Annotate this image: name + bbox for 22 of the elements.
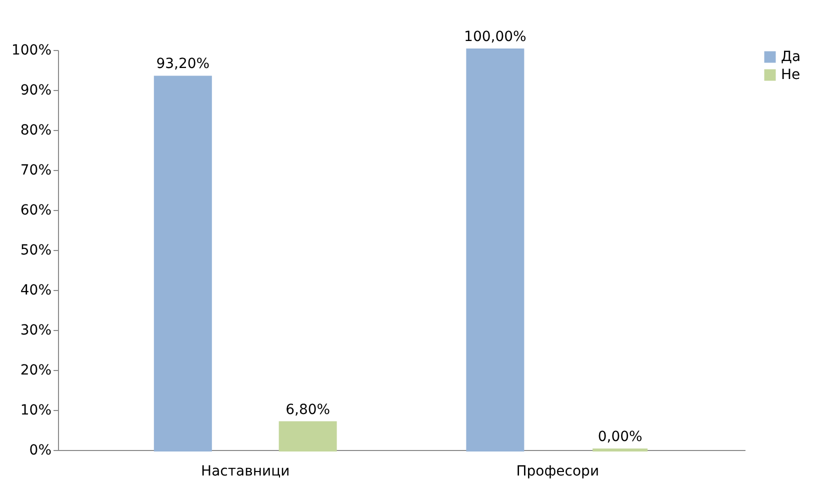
y-tick-label: 100% [11,42,52,58]
y-tick-label: 10% [20,402,52,418]
y-tick-label: 20% [20,362,52,378]
data-label: 0,00% [598,429,642,445]
data-label: 6,80% [286,402,330,418]
y-tick-label: 40% [20,282,52,298]
y-tick-label: 90% [20,82,52,98]
x-tick-label: Професори [516,464,600,480]
y-tick-label: 80% [20,122,52,138]
bar [154,76,212,452]
bar [278,421,337,452]
legend-label: Не [781,67,800,83]
y-tick-label: 30% [20,322,52,338]
y-tick-label: 60% [20,202,52,218]
x-tick-label: Наставници [201,464,290,480]
data-label: 93,20% [156,56,210,72]
legend-label: Да [781,49,801,65]
y-tick-label: 50% [20,242,52,258]
y-tick-label: 0% [29,442,52,458]
bar [466,48,524,452]
data-label: 100,00% [464,29,526,45]
y-tick-label: 70% [20,162,52,178]
